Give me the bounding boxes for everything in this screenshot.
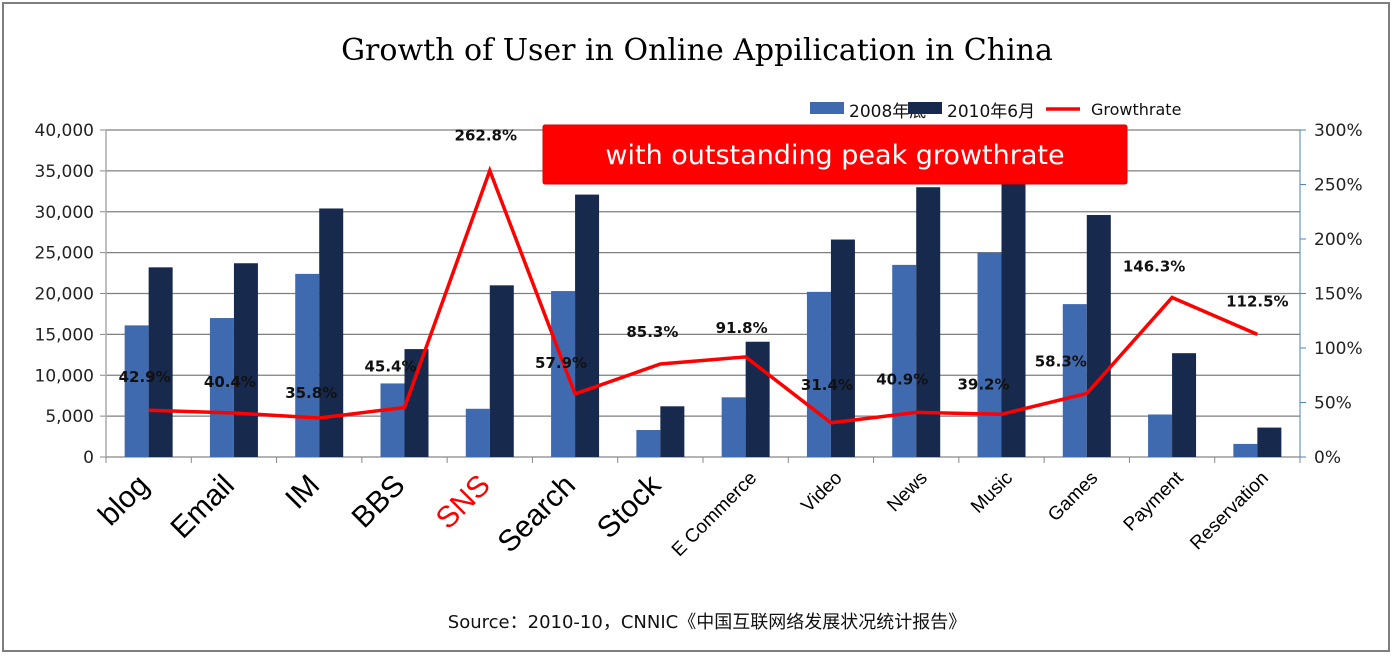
legend-swatch-2008 [810,102,844,114]
x-tick-label: News [883,468,931,516]
bar-2010-reservation [1257,427,1282,457]
bar-2010-stock [660,406,685,457]
bar-2010-im [319,208,344,457]
growthrate-data-label: 85.3% [626,323,678,341]
y-right-tick-label: 200% [1314,230,1363,250]
bar-2010-news [916,187,941,457]
y-left-tick-label: 5,000 [45,407,94,427]
bar-2008-blog [124,325,149,457]
callout-text: with outstanding peak growthrate [605,140,1064,171]
bar-2010-bbs [404,349,429,457]
x-tick-label: Search [491,469,582,560]
growthrate-data-label: 35.8% [285,384,337,402]
y-left-tick-label: 30,000 [35,203,94,223]
y-left-tick-label: 25,000 [35,244,94,264]
bar-2010-sns [489,285,514,457]
legend-label-growthrate: Growthrate [1091,100,1181,119]
y-right-tick-label: 250% [1314,176,1363,196]
x-tick-label: BBS [346,469,412,535]
bar-2010-games [1086,215,1111,457]
growthrate-data-label: 112.5% [1226,292,1288,310]
growthrate-data-label: 40.4% [204,373,256,391]
x-tick-label: Email [164,469,240,545]
bar-2008-news [892,264,917,457]
growthrate-line [148,165,1259,425]
y-right-tick-label: 0% [1314,448,1341,468]
x-tick-label: Reservation [1186,468,1273,555]
bar-2008-sns [465,408,490,457]
callout-box [542,124,1128,185]
x-tick-label: E Commerce [668,468,761,561]
x-tick-label: Stock [591,468,668,545]
x-tick-label: Video [797,468,846,517]
growthrate-data-label: 146.3% [1123,258,1185,276]
y-right-tick-label: 100% [1314,339,1363,359]
bar-2008-search [551,291,576,457]
bar-2008-reservation [1233,443,1258,457]
legend-swatch-2010 [908,102,942,114]
axes: 0 5,000 10,000 15,000 20,000 25,000 30,000 35,0… [35,121,1363,468]
growthrate-polyline [148,165,1259,425]
bar-2008-im [295,273,320,457]
growthrate-data-label: 58.3% [1035,352,1087,370]
bar-2010-payment [1172,353,1197,457]
growthrate-data-label: 262.8% [455,127,517,145]
x-tick-label: blog [92,469,155,532]
growthrate-data-label: 45.4% [364,358,416,376]
y-left-tick-label: 10,000 [35,366,94,386]
chart-title: Growth of User in Online Appilication in… [341,33,1053,68]
source-note: Source：2010-10，CNNIC《中国互联网络发展状况统计报告》 [448,612,966,633]
growthrate-data-label: 57.9% [535,354,587,372]
growthrate-data-label: 42.9% [119,368,171,386]
bar-2008-bbs [380,383,405,457]
growthrate-data-label: 91.8% [716,319,768,337]
legend: 2008年底 2010年6月 Growthrate [810,100,1181,122]
bar-2008-e-commerce [721,397,746,457]
bar-2008-email [209,318,234,457]
bar-2008-video [806,291,831,457]
x-tick-label: Games [1044,468,1102,526]
x-tick-label: IM [279,469,326,516]
y-right-tick-label: 150% [1314,285,1363,305]
bar-2008-music [977,252,1002,457]
y-right-tick-label: 300% [1314,121,1363,141]
bar-2008-payment [1148,414,1173,457]
y-left-tick-label: 35,000 [35,162,94,182]
bar-2010-email [233,263,258,457]
y-right-tick-label: 50% [1314,394,1352,414]
y-left-tick-label: 20,000 [35,285,94,305]
y-left-tick-label: 15,000 [35,325,94,345]
legend-label-2010: 2010年6月 [947,102,1035,122]
y-left-tick-label: 40,000 [35,121,94,141]
bar-2010-video [830,239,855,457]
bar-2010-search [575,194,600,457]
data-labels: 42.9% 40.4% 35.8% 45.4% 262.8% 57.9% 85.3% 91.8… [119,127,1289,402]
growthrate-data-label: 31.4% [801,376,853,394]
bars [124,172,1282,457]
growthrate-data-label: 39.2% [957,375,1009,393]
x-tick-label: Music [967,468,1017,518]
growthrate-data-label: 40.9% [876,370,928,388]
x-tick-label: SNS [430,469,497,536]
x-tick-label: Payment [1120,467,1188,535]
legend-label-2008: 2008年底 [849,102,926,122]
y-left-tick-label: 0 [83,448,94,468]
bar-2008-games [1062,304,1087,457]
callout: with outstanding peak growthrate [542,124,1128,185]
bar-2010-blog [148,267,173,457]
bar-2008-stock [636,430,661,457]
